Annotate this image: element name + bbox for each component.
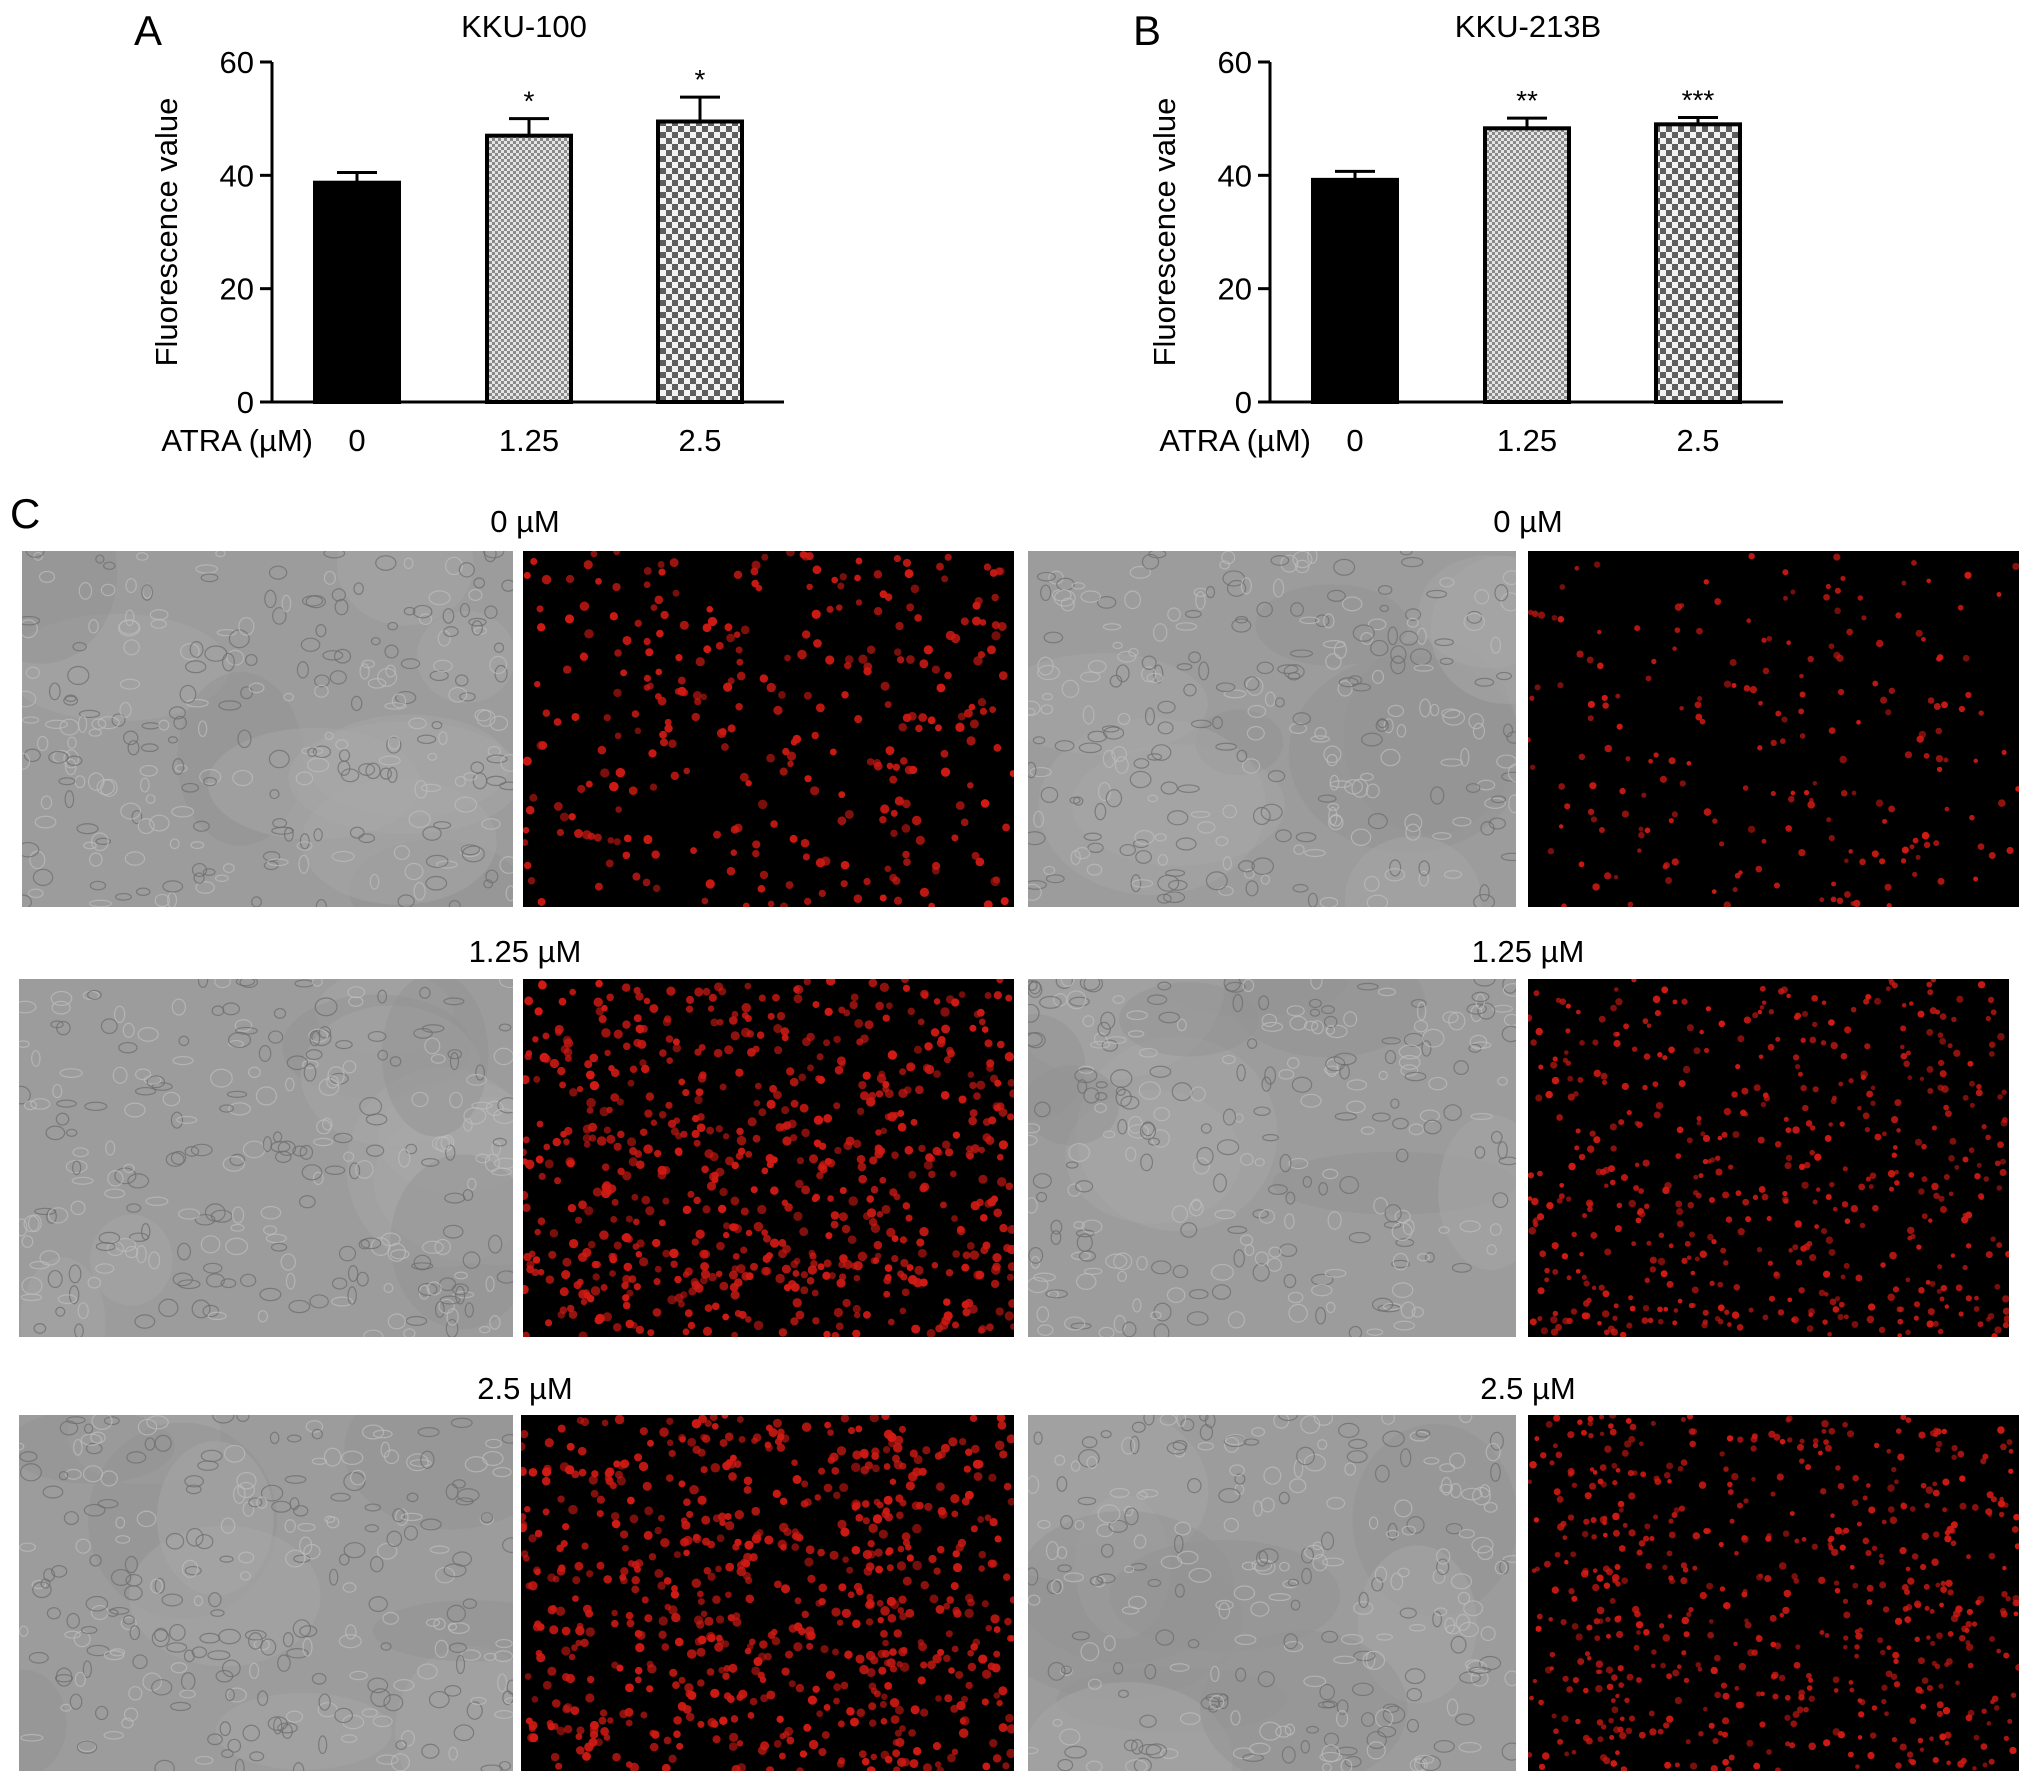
- x-tick-label: 0: [348, 423, 365, 458]
- significance-marker: *: [524, 86, 535, 117]
- fluorescence-image-kku100-0uM: [523, 551, 1014, 907]
- bar-2.5: [1654, 122, 1742, 404]
- brightfield-image-kku213b-1.25uM: [1028, 979, 1516, 1337]
- brightfield-image-kku100-0uM: [22, 551, 513, 907]
- y-tick-label: 0: [1235, 385, 1252, 420]
- y-tick-label: 20: [1218, 272, 1252, 307]
- fluorescence-image-kku100-1.25uM: [523, 979, 1014, 1337]
- y-axis-label: Fluorescence value: [149, 98, 184, 367]
- fluorescence-image-kku100-2.5uM: [521, 1415, 1014, 1771]
- y-tick-label: 60: [1218, 45, 1252, 80]
- x-axis-label: ATRA (µM): [161, 423, 313, 458]
- x-tick-label: 1.25: [1497, 423, 1557, 458]
- chart-title: KKU-100: [461, 9, 587, 44]
- significance-marker: *: [695, 64, 706, 95]
- panel-letter-b: B: [1133, 7, 1162, 54]
- bar-2.5: [656, 119, 744, 404]
- brightfield-image-kku213b-2.5uM: [1028, 1415, 1516, 1771]
- chart-title: KKU-213B: [1455, 9, 1601, 44]
- x-tick-label: 2.5: [1676, 423, 1719, 458]
- panel-letter-c: C: [10, 490, 41, 537]
- x-axis-label: ATRA (µM): [1159, 423, 1311, 458]
- y-tick-label: 40: [1218, 158, 1252, 193]
- x-tick-label: 0: [1346, 423, 1363, 458]
- brightfield-image-kku100-1.25uM: [19, 979, 513, 1337]
- row-label-1-right: 1.25 µM: [1471, 934, 1585, 969]
- fluorescence-image-kku213b-2.5uM: [1528, 1415, 2019, 1771]
- significance-marker: ***: [1682, 85, 1715, 116]
- fluorescence-image-kku213b-0uM: [1528, 551, 2019, 907]
- row-label-0-right: 0 µM: [1493, 504, 1563, 539]
- panel-letter-a: A: [134, 7, 163, 54]
- significance-marker: **: [1516, 85, 1538, 116]
- row-label-1-left: 1.25 µM: [468, 934, 582, 969]
- bar-chart-kku100: KKU-100 0 20 40 60 Fluorescence value ATRA (µM…: [149, 9, 784, 458]
- y-tick-label: 0: [237, 385, 254, 420]
- y-tick-label: 60: [220, 45, 254, 80]
- x-tick-label: 2.5: [678, 423, 721, 458]
- y-tick-label: 40: [220, 158, 254, 193]
- row-label-2-left: 2.5 µM: [477, 1371, 573, 1406]
- brightfield-image-kku100-2.5uM: [19, 1415, 513, 1771]
- bar-1.25: [1483, 126, 1571, 405]
- bar-0: [1311, 177, 1399, 404]
- row-label-0-left: 0 µM: [490, 504, 560, 539]
- row-label-2-right: 2.5 µM: [1480, 1371, 1576, 1406]
- bar-chart-kku213b: KKU-213B 0 20 40 60 Fluorescence value ATRA (µ…: [1147, 9, 1783, 458]
- y-tick-label: 20: [220, 272, 254, 307]
- brightfield-image-kku213b-0uM: [1028, 551, 1516, 907]
- x-tick-label: 1.25: [499, 423, 559, 458]
- fluorescence-image-kku213b-1.25uM: [1528, 979, 2009, 1337]
- bar-1.25: [485, 133, 573, 405]
- y-axis-label: Fluorescence value: [1147, 98, 1182, 367]
- bar-0: [313, 180, 401, 404]
